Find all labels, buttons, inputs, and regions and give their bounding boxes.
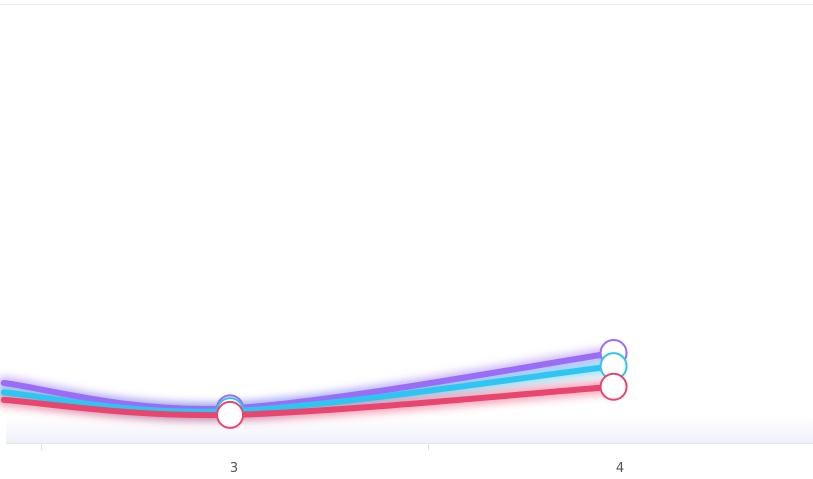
x-tick-label: 4: [616, 461, 624, 476]
series-line-2: [0, 383, 617, 419]
x-tick-label: 3: [230, 461, 238, 476]
data-points-layer: [216, 339, 628, 429]
data-point[interactable]: [599, 372, 628, 401]
series-lines-layer: [0, 350, 617, 419]
data-point[interactable]: [216, 400, 245, 429]
plot-floor-shade: [6, 416, 813, 443]
series-line-1: [0, 363, 617, 415]
